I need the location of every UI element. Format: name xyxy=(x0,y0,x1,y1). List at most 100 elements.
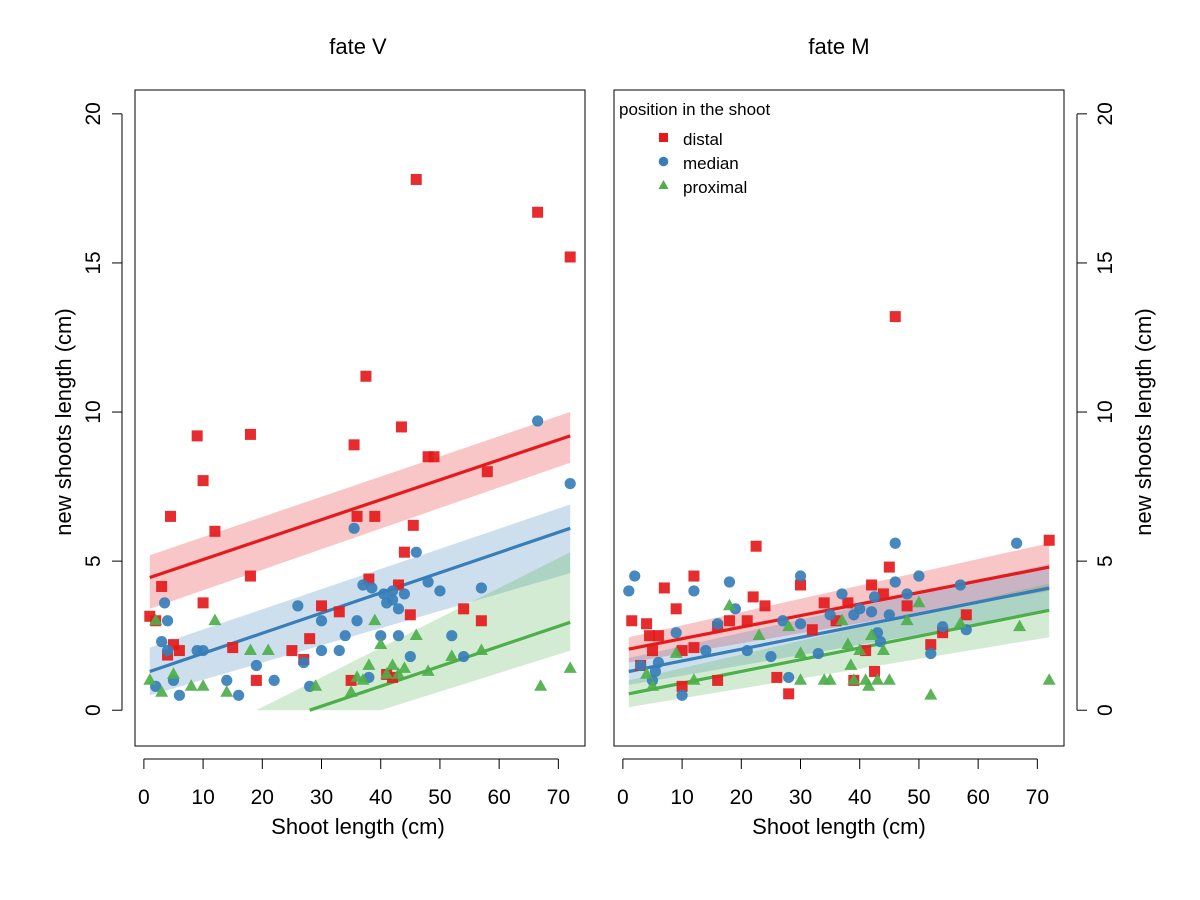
legend-label: median xyxy=(683,154,739,173)
fit-line-distal xyxy=(149,434,571,580)
y-axis: 0 5 10 15 20 xyxy=(82,102,123,716)
point-distal xyxy=(227,642,239,654)
point-distal xyxy=(818,597,830,609)
point-proximal xyxy=(534,679,548,691)
point-proximal xyxy=(309,679,323,691)
point-distal xyxy=(925,639,937,651)
point-distal xyxy=(564,251,576,263)
point-median xyxy=(422,576,434,588)
point-median xyxy=(712,618,724,630)
point-proximal xyxy=(196,679,210,691)
x-axis: 0 10 20 30 40 50 60 70 xyxy=(617,758,1049,809)
x-tick-label: 60 xyxy=(966,786,989,809)
point-distal xyxy=(869,665,881,677)
point-median xyxy=(765,650,777,663)
point-median xyxy=(883,609,895,621)
legend-marker-square xyxy=(659,133,668,142)
x-tick-label: 20 xyxy=(251,786,274,809)
point-median xyxy=(458,650,470,663)
point-distal xyxy=(404,609,416,621)
point-proximal xyxy=(882,673,896,685)
x-tick-label: 0 xyxy=(138,786,150,809)
panel-fate-m: fate M 0 10 20 30 40 50 60 70 0 5 10 15 20 Shoot le… xyxy=(613,34,1156,839)
point-distal xyxy=(167,639,179,651)
x-tick-label: 10 xyxy=(191,786,214,809)
point-proximal xyxy=(356,673,370,685)
y-axis: 0 5 10 15 20 xyxy=(1076,102,1117,716)
point-proximal xyxy=(445,649,459,661)
panel-title: fate V xyxy=(329,34,387,59)
point-median xyxy=(854,603,866,615)
confidence-band-distal xyxy=(149,412,571,609)
point-median xyxy=(386,594,399,606)
confidence-band-proximal xyxy=(628,583,1050,708)
x-tick-label: 70 xyxy=(547,786,570,809)
point-median xyxy=(434,585,446,597)
panel-title: fate M xyxy=(808,34,869,59)
point-distal xyxy=(304,633,316,645)
point-distal xyxy=(676,680,688,692)
point-median xyxy=(741,644,753,657)
x-tick-label: 30 xyxy=(789,786,812,809)
point-proximal xyxy=(912,595,926,608)
point-median xyxy=(649,665,662,678)
legend-marker-triangle xyxy=(658,180,669,189)
legend: position in the shoot distal median prox… xyxy=(619,100,770,197)
point-median xyxy=(723,576,736,588)
point-distal xyxy=(676,645,688,657)
point-median xyxy=(868,591,881,603)
point-proximal xyxy=(953,616,967,629)
point-distal xyxy=(1043,534,1055,546)
point-distal xyxy=(806,624,818,636)
panel-fate-v: fate V 0 10 20 30 40 50 60 70 0 5 10 15 20 Shoot le… xyxy=(51,34,586,839)
point-median xyxy=(652,656,665,669)
point-distal xyxy=(670,603,682,615)
point-distal xyxy=(244,428,256,440)
point-median xyxy=(635,659,647,672)
point-distal xyxy=(842,597,854,609)
fit-lines xyxy=(628,565,1050,696)
point-median xyxy=(339,630,351,642)
point-median xyxy=(532,415,544,427)
point-distal xyxy=(244,570,256,582)
point-distal xyxy=(395,421,407,433)
point-median xyxy=(250,659,262,672)
point-proximal xyxy=(870,673,884,685)
point-distal xyxy=(712,674,724,686)
point-median xyxy=(197,644,209,657)
point-distal xyxy=(191,430,203,442)
legend-title: position in the shoot xyxy=(619,100,770,119)
point-distal xyxy=(333,606,345,618)
point-distal xyxy=(901,600,913,612)
point-median xyxy=(670,627,682,639)
point-median xyxy=(954,579,966,591)
point-median xyxy=(156,636,168,648)
y-tick-label: 10 xyxy=(1094,400,1117,423)
point-distal xyxy=(641,618,653,630)
y-tick-label: 20 xyxy=(82,102,105,125)
fit-line-median xyxy=(628,586,1050,674)
point-proximal xyxy=(421,664,435,676)
point-proximal xyxy=(391,667,405,679)
x-tick-label: 30 xyxy=(310,786,333,809)
point-proximal xyxy=(794,673,808,685)
point-proximal xyxy=(645,679,659,691)
point-median xyxy=(268,674,280,687)
legend-label: distal xyxy=(683,130,723,149)
point-proximal xyxy=(844,658,858,670)
y-tick-label: 20 xyxy=(1094,102,1117,125)
point-proximal xyxy=(261,643,275,655)
plot-frame xyxy=(613,89,1065,747)
point-median xyxy=(865,606,878,618)
x-axis-label: Shoot length (cm) xyxy=(271,814,445,839)
point-median xyxy=(901,588,913,600)
point-median xyxy=(221,674,233,687)
x-axis: 0 10 20 30 40 50 60 70 xyxy=(138,758,570,809)
point-median xyxy=(173,689,186,701)
point-median xyxy=(398,588,411,600)
point-distal xyxy=(741,615,753,627)
point-distal xyxy=(937,627,949,639)
point-distal xyxy=(723,615,735,627)
legend-marker-circle xyxy=(658,156,669,167)
